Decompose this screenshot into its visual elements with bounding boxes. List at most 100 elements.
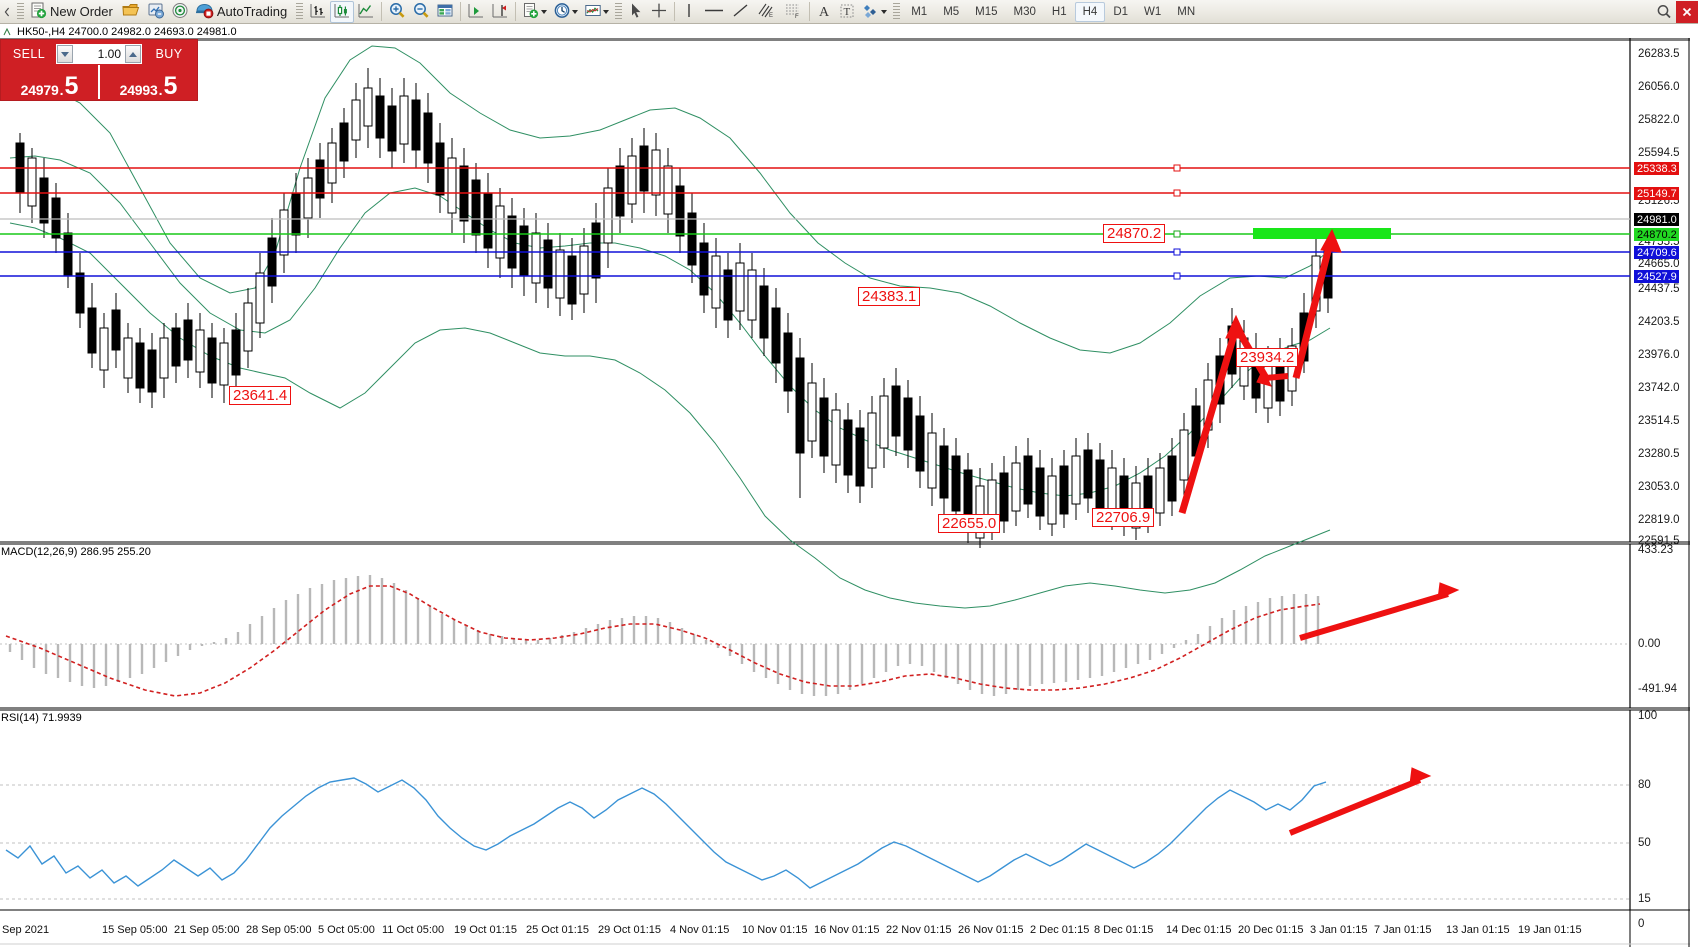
toolbar-grip-3[interactable]: [615, 2, 623, 21]
chart-shift-button[interactable]: [488, 1, 512, 23]
macd-pane: [0, 575, 1630, 697]
tab-timeframe-m5[interactable]: M5: [943, 5, 960, 18]
time-label-12: 22 Nov 01:15: [886, 924, 952, 936]
time-label-10: 10 Nov 01:15: [742, 924, 808, 936]
tab-timeframe-h4[interactable]: H4: [1074, 1, 1106, 22]
text-button[interactable]: A: [813, 1, 835, 23]
chevron-down-icon-2[interactable]: [572, 9, 579, 14]
candlestick-chart-button[interactable]: [330, 0, 355, 23]
tab-timeframe-m15[interactable]: M15: [975, 5, 998, 18]
macd-indicator-label: MACD(12,26,9) 286.95 255.20: [1, 546, 151, 558]
line-chart-button[interactable]: [354, 1, 378, 23]
time-label-9: 4 Nov 01:15: [670, 924, 730, 936]
annotation-22655[interactable]: 22655.0: [938, 514, 1001, 533]
close-window-button[interactable]: [1676, 0, 1698, 23]
chart-canvas[interactable]: [0, 38, 1698, 947]
one-click-trading-panel[interactable]: SELL 1.00 BUY 24979 . 5 24993 . 5: [0, 39, 198, 101]
annotation-24870[interactable]: 24870.2: [1103, 224, 1166, 243]
new-order-button[interactable]: New Order: [27, 1, 119, 23]
toolbar-separator-3: [515, 2, 517, 21]
annotation-23641[interactable]: 23641.4: [229, 386, 292, 405]
price-chip-24527[interactable]: 24527.9: [1634, 270, 1679, 283]
forecast-arrows: [1178, 228, 1342, 514]
volume-input[interactable]: 1.00: [73, 45, 125, 63]
tester-icon: [147, 2, 165, 22]
price-chip-24709[interactable]: 24709.6: [1634, 246, 1679, 259]
zoom-out-button[interactable]: [409, 1, 433, 23]
rsi-tick-15: 15: [1638, 893, 1651, 905]
tab-timeframe-w1[interactable]: W1: [1144, 5, 1162, 18]
toolbar-separator-2: [460, 2, 462, 21]
expert-advisors-button[interactable]: [119, 1, 144, 23]
buy-price[interactable]: 24993 . 5: [98, 65, 197, 99]
search-icon[interactable]: [1652, 1, 1676, 23]
templates-button[interactable]: [519, 1, 550, 23]
symbol-ohlc-text: HK50-,H4 24700.0 24982.0 24693.0 24981.0: [17, 25, 237, 38]
market-watch-button[interactable]: [168, 1, 192, 23]
autotrading-icon: [195, 2, 214, 22]
chevron-down-icon-4[interactable]: [881, 9, 888, 14]
folder-icon: [122, 2, 141, 21]
annotation-24383[interactable]: 24383.1: [858, 287, 921, 306]
macd-tick-zero: 0.00: [1638, 638, 1661, 650]
trendline-button[interactable]: [728, 1, 754, 23]
rsi-tick-100: 100: [1638, 710, 1658, 722]
chart-marker-icon: [3, 27, 11, 35]
volume-decrement-button[interactable]: [57, 45, 73, 63]
horizontal-line-button[interactable]: [700, 1, 728, 23]
toolbar-grip-2[interactable]: [296, 2, 304, 21]
tab-timeframe-m1[interactable]: M1: [911, 5, 928, 18]
price-tick-23976: 23976.0: [1638, 349, 1680, 361]
strategy-tester-button[interactable]: [144, 1, 168, 23]
tab-timeframe-h1[interactable]: H1: [1051, 5, 1067, 18]
period-button[interactable]: [550, 1, 581, 23]
zoom-in-icon: [388, 2, 406, 22]
autotrading-button[interactable]: AutoTrading: [192, 1, 293, 23]
time-label-5: 11 Oct 05:00: [382, 924, 445, 936]
buy-price-fraction: 5: [163, 72, 178, 100]
price-chip-24870[interactable]: 24870.2: [1634, 228, 1679, 241]
macd-tick-min: -491.94: [1638, 683, 1678, 695]
fibonacci-icon: F: [783, 1, 803, 22]
tab-timeframe-m30[interactable]: M30: [1013, 5, 1036, 18]
chevron-down-icon-3[interactable]: [603, 9, 610, 14]
data-window-button[interactable]: [433, 1, 457, 23]
crosshair-button[interactable]: [647, 1, 671, 23]
line-chart-icon: [357, 2, 375, 22]
volume-stepper[interactable]: 1.00: [56, 44, 142, 64]
objects-icon: [862, 2, 880, 22]
auto-scroll-button[interactable]: [464, 1, 488, 23]
time-label-11: 16 Nov 01:15: [814, 924, 880, 936]
autotrading-label: AutoTrading: [216, 4, 288, 19]
zoom-in-button[interactable]: [385, 1, 409, 23]
one-click-price-row: 24979 . 5 24993 . 5: [1, 65, 197, 99]
arrow-left-icon[interactable]: [0, 1, 14, 23]
bar-chart-button[interactable]: [306, 1, 330, 23]
sell-price[interactable]: 24979 . 5: [1, 65, 98, 99]
macd-forecast-arrow: [1299, 582, 1460, 641]
chart-area[interactable]: 26283.5 26056.0 25822.0 25594.5 25126.5 …: [0, 38, 1698, 947]
volume-increment-button[interactable]: [125, 45, 141, 63]
price-chip-25338[interactable]: 25338.3: [1634, 162, 1679, 175]
indicators-button[interactable]: [581, 1, 612, 23]
target-zone-rect: [1253, 228, 1391, 239]
tab-timeframe-mn[interactable]: MN: [1177, 5, 1196, 18]
sell-button[interactable]: SELL: [12, 47, 46, 61]
tab-timeframe-d1[interactable]: D1: [1113, 5, 1129, 18]
equidistant-channel-button[interactable]: E: [754, 1, 780, 23]
cursor-button[interactable]: [625, 1, 647, 23]
price-chip-25149[interactable]: 25149.7: [1634, 187, 1679, 200]
price-tick-25822: 25822.0: [1638, 114, 1680, 126]
toolbar-grip[interactable]: [17, 2, 24, 21]
chevron-down-icon[interactable]: [541, 9, 548, 14]
toolbar-grip-4[interactable]: [893, 2, 901, 21]
vertical-line-button[interactable]: [678, 1, 700, 23]
annotation-22706[interactable]: 22706.9: [1092, 508, 1155, 527]
fibonacci-button[interactable]: F: [780, 1, 806, 23]
objects-button[interactable]: [859, 1, 890, 23]
text-label-button[interactable]: T: [835, 1, 859, 23]
data-window-icon: [436, 2, 454, 22]
buy-button[interactable]: BUY: [155, 47, 183, 61]
time-label-17: 20 Dec 01:15: [1238, 924, 1304, 936]
annotation-23934[interactable]: 23934.2: [1236, 348, 1299, 367]
